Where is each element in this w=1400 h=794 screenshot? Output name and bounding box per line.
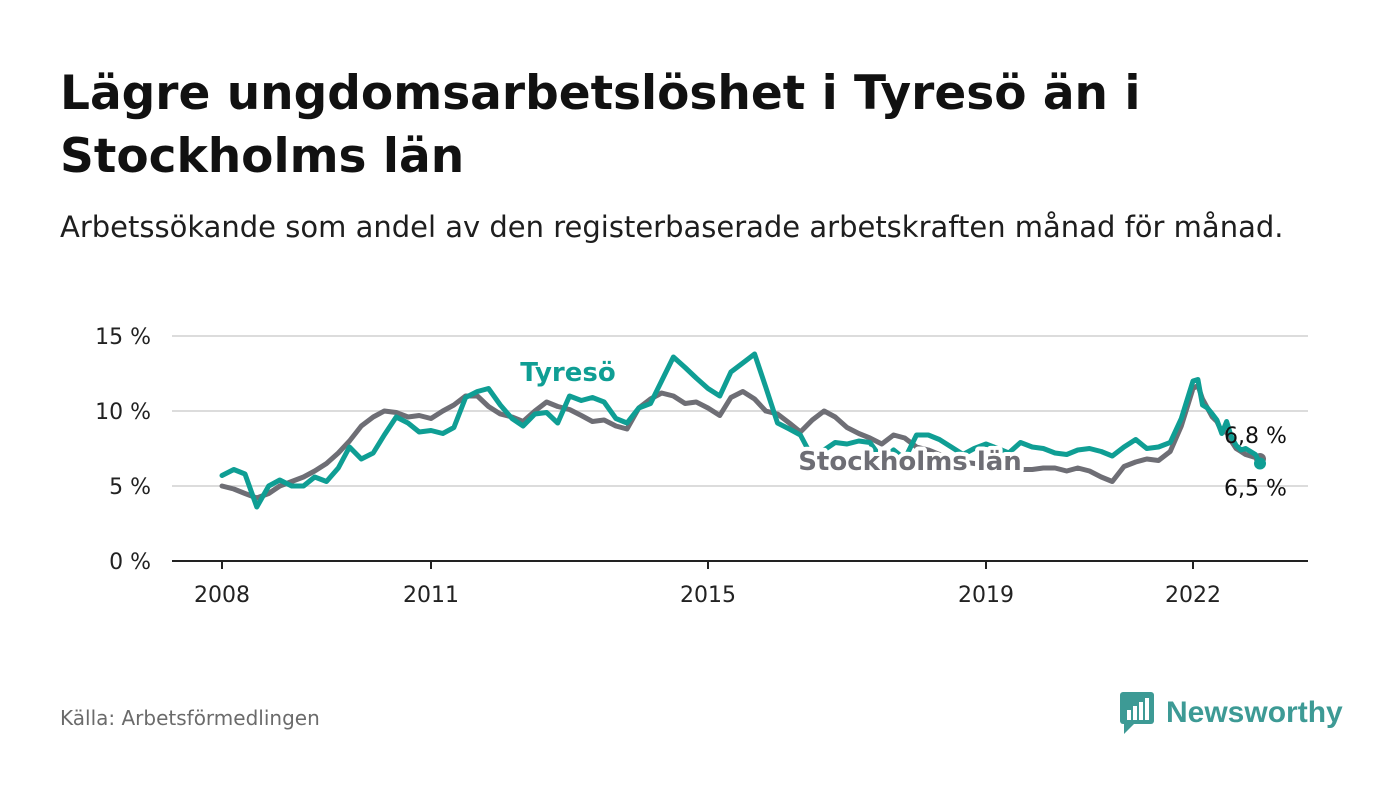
newsworthy-logo-icon <box>1120 692 1154 734</box>
series-label-tyreso: Tyresö <box>520 358 615 388</box>
source-note: Källa: Arbetsförmedlingen <box>60 706 320 730</box>
y-tick-label: 10 % <box>95 400 151 425</box>
x-tick-label: 2022 <box>1165 583 1221 608</box>
chart-title: Lägre ungdomsarbetslöshet i Tyresö än i … <box>60 66 1141 184</box>
x-tick-label: 2008 <box>194 583 250 608</box>
gridlines <box>172 335 1308 569</box>
y-tick-label: 0 % <box>109 550 151 575</box>
series-label-stockholms-lan: Stockholms län <box>798 447 1022 477</box>
end-label-tyreso: 6,5 % <box>1224 477 1287 502</box>
series-line-tyres- <box>219 351 1263 510</box>
y-tick-label: 15 % <box>95 325 151 350</box>
brand-name: Newsworthy <box>1166 696 1343 729</box>
series-label-tyreso-halo: Tyresö <box>520 358 615 388</box>
chart-subtitle: Arbetssökande som andel av den registerb… <box>60 210 1284 244</box>
series-label-stockholms-lan-halo: Stockholms län <box>798 447 1022 477</box>
x-tick-label: 2019 <box>958 583 1014 608</box>
brand-logo: Newsworthy <box>1118 690 1343 736</box>
y-tick-label: 5 % <box>109 475 151 500</box>
end-label-stockholms-lan: 6,8 % <box>1224 424 1287 449</box>
x-tick-label: 2015 <box>680 583 736 608</box>
series-lines <box>219 351 1266 510</box>
end-point-tyres- <box>1254 457 1266 470</box>
labels: 0 % 5 % 10 % 15 % 2008 2011 2015 2019 2022 6,8 % 6… <box>95 325 1287 608</box>
x-tick-label: 2011 <box>403 583 459 608</box>
